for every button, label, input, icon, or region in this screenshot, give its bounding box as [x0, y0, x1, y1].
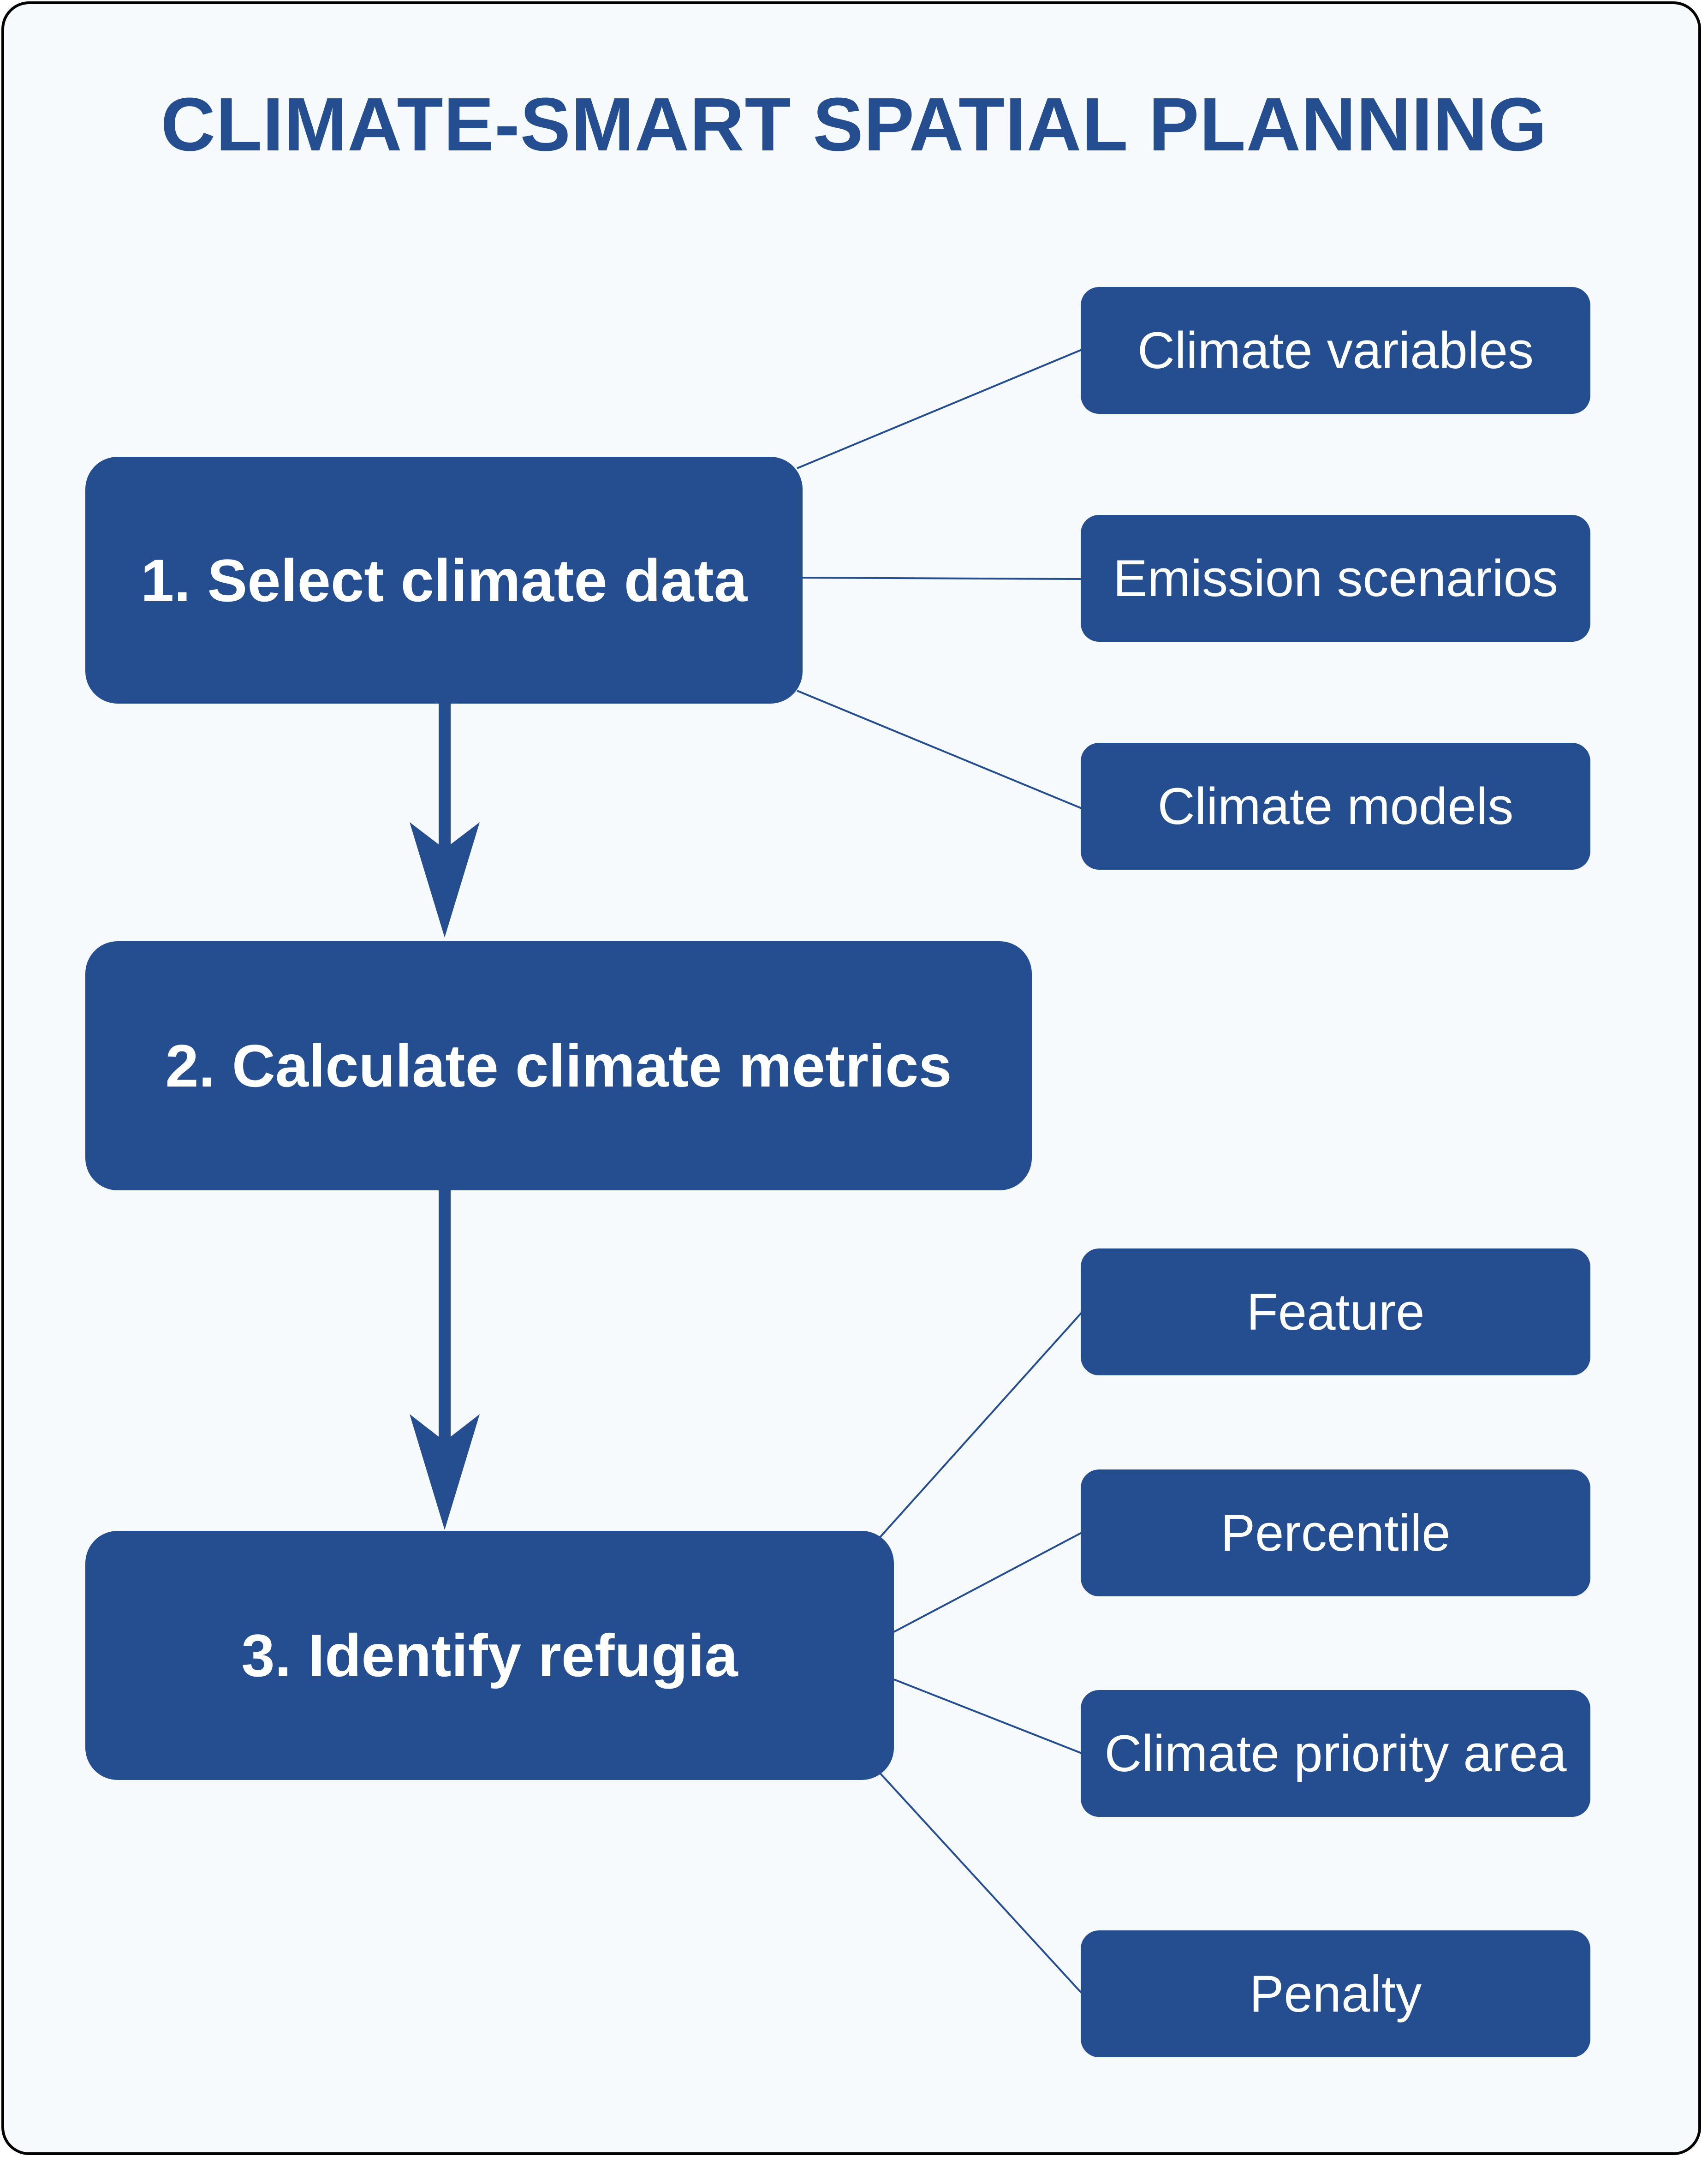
output-label-climate-priority-area: Climate priority area	[1104, 1725, 1567, 1782]
input-box-climate-models: Climate models	[1081, 743, 1590, 870]
output-box-feature: Feature	[1081, 1248, 1590, 1375]
output-box-penalty: Penalty	[1081, 1930, 1590, 2057]
arrow-step2-to-step3	[410, 1188, 480, 1530]
input-label-emission-scenarios: Emission scenarios	[1113, 549, 1558, 607]
output-label-feature: Feature	[1246, 1283, 1425, 1341]
diagram-title: CLIMATE-SMART SPATIAL PLANNING	[161, 82, 1547, 167]
step-3-box: 3. Identify refugia	[85, 1531, 894, 1780]
connector-step3-penalty	[878, 1771, 1083, 1994]
input-box-climate-variables: Climate variables	[1081, 287, 1590, 414]
output-box-percentile: Percentile	[1081, 1469, 1590, 1596]
arrow-step1-to-step2	[410, 701, 480, 938]
output-label-percentile: Percentile	[1220, 1504, 1451, 1562]
connector-step3-percentile	[893, 1532, 1082, 1633]
step-2-box: 2. Calculate climate metrics	[85, 941, 1032, 1190]
input-label-climate-models: Climate models	[1157, 777, 1514, 835]
connector-step1-climate-variables	[797, 349, 1082, 469]
connector-step1-emission-scenarios	[802, 577, 1082, 580]
connector-step1-climate-models	[797, 690, 1082, 809]
output-label-penalty: Penalty	[1249, 1965, 1422, 2023]
input-box-emission-scenarios: Emission scenarios	[1081, 515, 1590, 642]
output-box-climate-priority-area: Climate priority area	[1081, 1690, 1590, 1817]
connector-step3-climate-priority-area	[893, 1678, 1082, 1754]
step-3-label: 3. Identify refugia	[241, 1622, 738, 1689]
step-1-label: 1. Select climate data	[140, 546, 748, 614]
step-2-label: 2. Calculate climate metrics	[165, 1032, 952, 1099]
connector-step3-feature	[878, 1312, 1083, 1540]
input-label-climate-variables: Climate variables	[1137, 322, 1534, 379]
step-1-box: 1. Select climate data	[85, 457, 803, 704]
